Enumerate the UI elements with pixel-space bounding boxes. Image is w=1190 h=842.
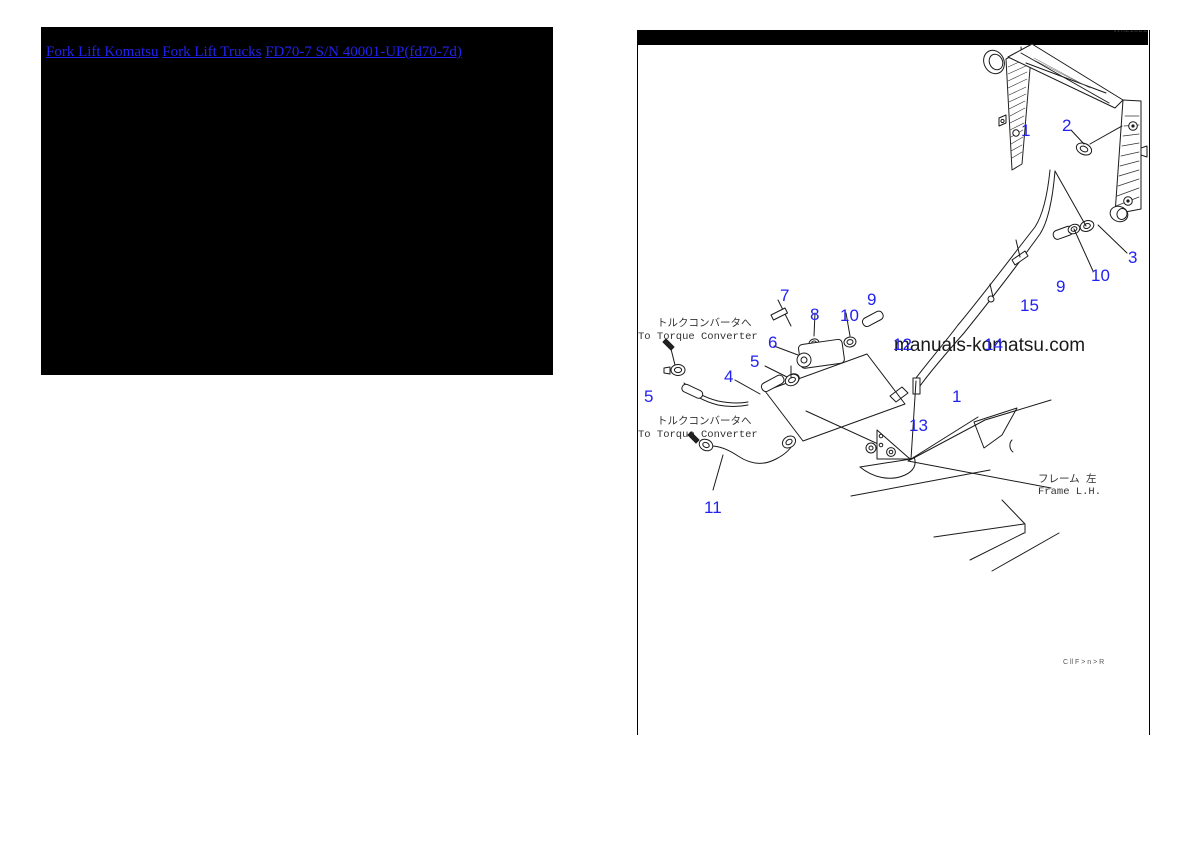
- svg-text:13: 13: [909, 416, 928, 435]
- svg-text:トルクコンバータへ: トルクコンバータへ: [657, 317, 752, 330]
- svg-text:1: 1: [1021, 121, 1030, 140]
- svg-text:2: 2: [1062, 116, 1071, 135]
- svg-text:8: 8: [810, 305, 819, 324]
- svg-text:9: 9: [867, 290, 876, 309]
- svg-text:1: 1: [952, 387, 961, 406]
- svg-text:トルクコンバータへ: トルクコンバータへ: [657, 415, 752, 428]
- svg-text:フレーム 左: フレーム 左: [1038, 472, 1097, 486]
- svg-text:15: 15: [1020, 296, 1039, 315]
- svg-text:11: 11: [704, 498, 722, 517]
- svg-text:6: 6: [768, 333, 777, 352]
- svg-text:10: 10: [840, 306, 859, 325]
- svg-text:5: 5: [750, 352, 759, 371]
- svg-text:9: 9: [1056, 277, 1065, 296]
- svg-text:4: 4: [724, 367, 733, 386]
- svg-text:12: 12: [893, 335, 912, 354]
- svg-text:5: 5: [644, 387, 653, 406]
- svg-text:Wh21021-1: Wh21021-1: [1113, 30, 1149, 34]
- svg-text:Frame L.H.: Frame L.H.: [1038, 486, 1101, 498]
- svg-text:3: 3: [1128, 248, 1137, 267]
- svg-text:14: 14: [984, 335, 1003, 354]
- svg-text:7: 7: [780, 286, 789, 305]
- svg-text:To Torque Converter: To Torque Converter: [638, 331, 758, 343]
- svg-text:C ll F > n > R: C ll F > n > R: [1063, 659, 1104, 666]
- svg-text:10: 10: [1091, 266, 1110, 285]
